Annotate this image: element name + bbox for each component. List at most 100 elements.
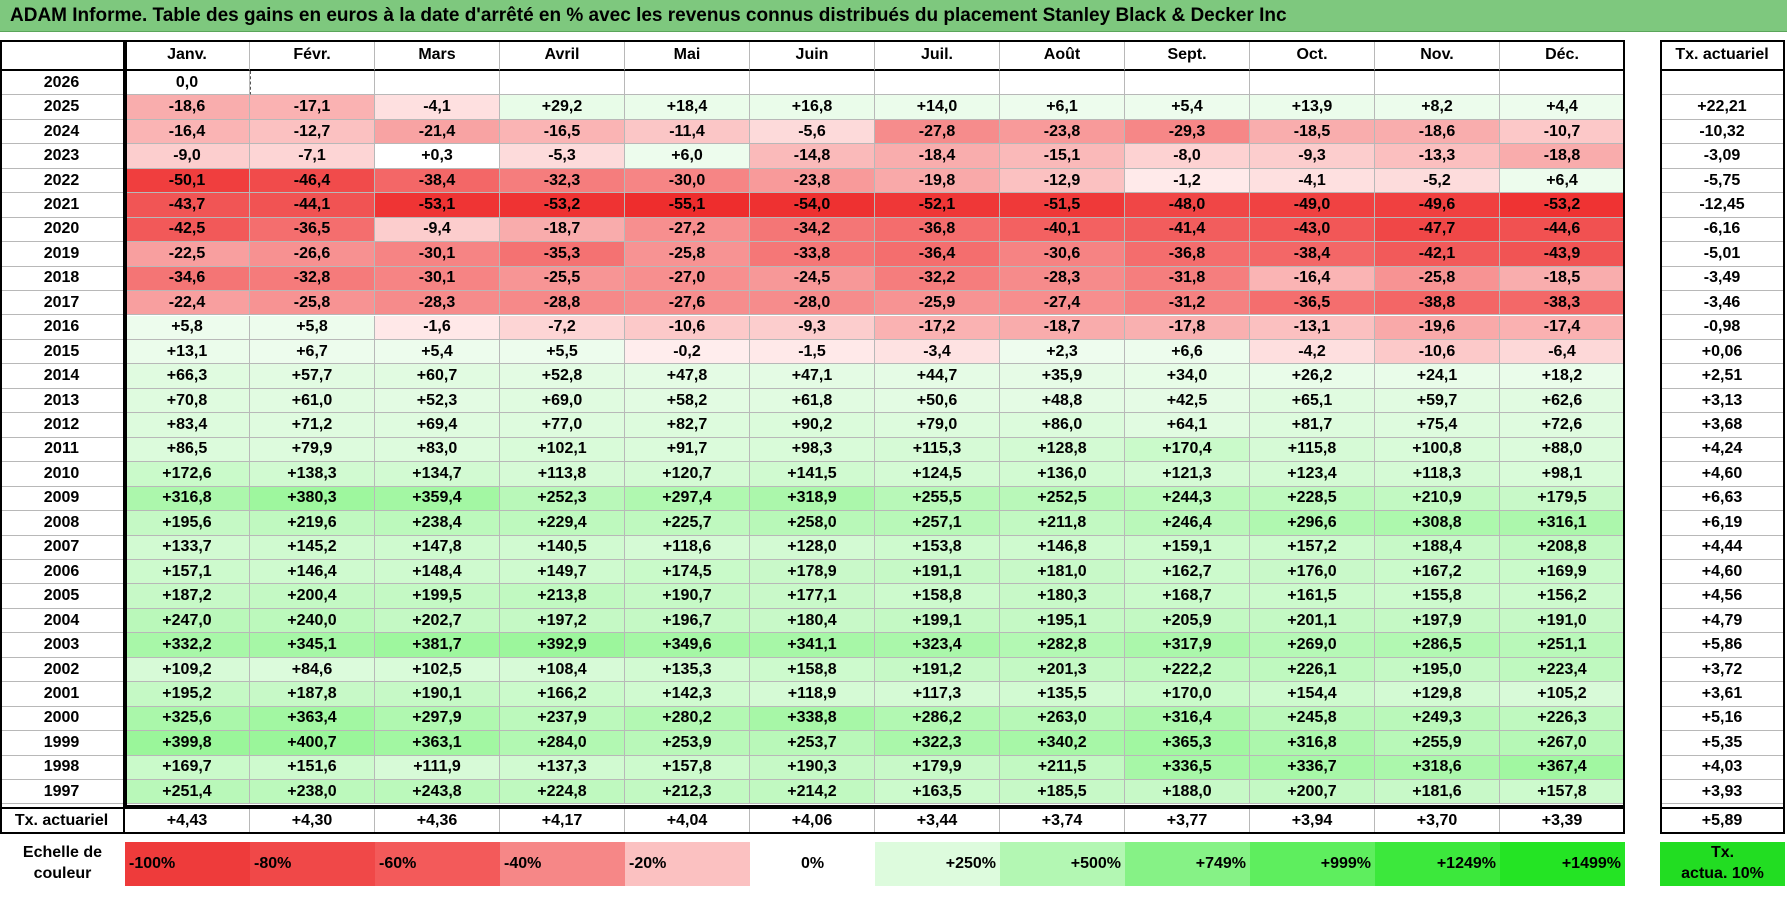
gain-cell: -36,4 bbox=[875, 242, 1000, 267]
gain-cell: -1,5 bbox=[750, 339, 875, 365]
year-label: 2017 bbox=[0, 291, 125, 316]
rate-cell: -3,46 bbox=[1660, 291, 1785, 316]
gain-cell: -44,6 bbox=[1500, 217, 1625, 243]
gain-cell: -6,4 bbox=[1500, 339, 1625, 365]
gain-cell: +185,5 bbox=[1000, 780, 1125, 805]
year-label: 2006 bbox=[0, 560, 125, 585]
gain-cell: +5,4 bbox=[375, 339, 500, 365]
gain-cell: +62,6 bbox=[1500, 388, 1625, 414]
gain-cell: +253,9 bbox=[625, 731, 750, 756]
footer-rate-cell: +4,36 bbox=[375, 806, 500, 834]
gain-cell: +136,0 bbox=[1000, 462, 1125, 487]
gain-cell: -4,2 bbox=[1250, 339, 1375, 365]
month-header: Avril bbox=[500, 40, 625, 71]
gain-cell: -36,5 bbox=[1250, 291, 1375, 316]
gain-cell: -16,4 bbox=[1250, 266, 1375, 292]
gain-cell: -26,6 bbox=[250, 242, 375, 267]
gain-cell: -42,5 bbox=[125, 217, 250, 243]
gain-cell: +91,7 bbox=[625, 437, 750, 463]
gain-cell: +263,0 bbox=[1000, 706, 1125, 732]
gain-cell: -1,6 bbox=[375, 315, 500, 340]
rate-cell: +3,61 bbox=[1660, 682, 1785, 707]
gain-cell: +128,0 bbox=[750, 535, 875, 560]
gain-cell: -43,0 bbox=[1250, 217, 1375, 243]
year-label: 2023 bbox=[0, 144, 125, 169]
gain-cell: +146,8 bbox=[1000, 535, 1125, 560]
gain-cell: +172,6 bbox=[125, 462, 250, 487]
year-label: 2002 bbox=[0, 657, 125, 683]
gain-cell bbox=[500, 71, 625, 96]
gain-cell: -52,1 bbox=[875, 193, 1000, 218]
gain-cell: +26,2 bbox=[1250, 364, 1375, 389]
gain-cell: +6,7 bbox=[250, 339, 375, 365]
rate-cell: -3,49 bbox=[1660, 266, 1785, 292]
gain-cell: +111,9 bbox=[375, 755, 500, 781]
year-label: 1999 bbox=[0, 731, 125, 756]
gain-cell: +174,5 bbox=[625, 560, 750, 585]
gain-cell: -16,4 bbox=[125, 119, 250, 145]
gain-cell: -49,6 bbox=[1375, 193, 1500, 218]
rate-cell: +0,06 bbox=[1660, 339, 1785, 365]
gain-cell: +208,8 bbox=[1500, 535, 1625, 560]
gain-cell: +297,9 bbox=[375, 706, 500, 732]
rate-cell: +4,60 bbox=[1660, 560, 1785, 585]
gain-cell: +8,2 bbox=[1375, 95, 1500, 120]
gain-cell: +191,1 bbox=[875, 560, 1000, 585]
month-header: Mai bbox=[625, 40, 750, 71]
gain-cell: +219,6 bbox=[250, 511, 375, 536]
gain-cell: +284,0 bbox=[500, 731, 625, 756]
gain-cell: +121,3 bbox=[1125, 462, 1250, 487]
month-header: Nov. bbox=[1375, 40, 1500, 71]
gain-cell: -36,5 bbox=[250, 217, 375, 243]
footer-rate-cell: +3,74 bbox=[1000, 806, 1125, 834]
rate-cell: +4,60 bbox=[1660, 462, 1785, 487]
gain-cell: -18,5 bbox=[1250, 119, 1375, 145]
month-header: Juil. bbox=[875, 40, 1000, 71]
gain-cell: -10,6 bbox=[1375, 339, 1500, 365]
gain-cell: -4,1 bbox=[375, 95, 500, 120]
gain-cell: +18,2 bbox=[1500, 364, 1625, 389]
gain-cell: +211,8 bbox=[1000, 511, 1125, 536]
gain-cell: -13,1 bbox=[1250, 315, 1375, 340]
gain-cell bbox=[750, 71, 875, 96]
rate-cell: +4,56 bbox=[1660, 584, 1785, 609]
footer-rate-cell: +4,04 bbox=[625, 806, 750, 834]
gain-cell: +115,3 bbox=[875, 437, 1000, 463]
gain-cell: -53,1 bbox=[375, 193, 500, 218]
gain-cell: +228,5 bbox=[1250, 486, 1375, 512]
gain-cell: +238,0 bbox=[250, 780, 375, 805]
gain-cell: +195,0 bbox=[1375, 657, 1500, 683]
gain-cell: +113,8 bbox=[500, 462, 625, 487]
gain-cell: +213,8 bbox=[500, 584, 625, 609]
gain-cell: +4,4 bbox=[1500, 95, 1625, 120]
gain-cell: -51,5 bbox=[1000, 193, 1125, 218]
gain-cell: -18,7 bbox=[1000, 315, 1125, 340]
gain-cell: -42,1 bbox=[1375, 242, 1500, 267]
gain-cell: +245,8 bbox=[1250, 706, 1375, 732]
gain-cell: -36,8 bbox=[875, 217, 1000, 243]
gain-cell: -18,6 bbox=[1375, 119, 1500, 145]
gain-cell: +318,9 bbox=[750, 486, 875, 512]
scale-swatch: 0% bbox=[750, 841, 875, 886]
gain-cell: -53,2 bbox=[500, 193, 625, 218]
gain-cell: +167,2 bbox=[1375, 560, 1500, 585]
gain-cell: -32,2 bbox=[875, 266, 1000, 292]
gain-cell: -22,4 bbox=[125, 291, 250, 316]
gain-cell: +392,9 bbox=[500, 633, 625, 658]
gain-cell: +86,5 bbox=[125, 437, 250, 463]
scale-label-line1: Echelle de bbox=[22, 843, 103, 861]
gain-cell: -17,1 bbox=[250, 95, 375, 120]
scale-swatch: +1499% bbox=[1500, 841, 1625, 886]
gain-cell: +280,2 bbox=[625, 706, 750, 732]
gain-cell: +134,7 bbox=[375, 462, 500, 487]
scale-rate-line1: Tx. bbox=[1710, 843, 1735, 861]
gain-cell: +247,0 bbox=[125, 608, 250, 634]
gain-cell: -31,8 bbox=[1125, 266, 1250, 292]
gain-cell: +18,4 bbox=[625, 95, 750, 120]
gain-cell: -41,4 bbox=[1125, 217, 1250, 243]
gain-cell: +200,4 bbox=[250, 584, 375, 609]
rate-cell: +3,68 bbox=[1660, 413, 1785, 438]
year-label: 2026 bbox=[0, 71, 125, 96]
gain-cell: +61,8 bbox=[750, 388, 875, 414]
gain-cell: +135,3 bbox=[625, 657, 750, 683]
